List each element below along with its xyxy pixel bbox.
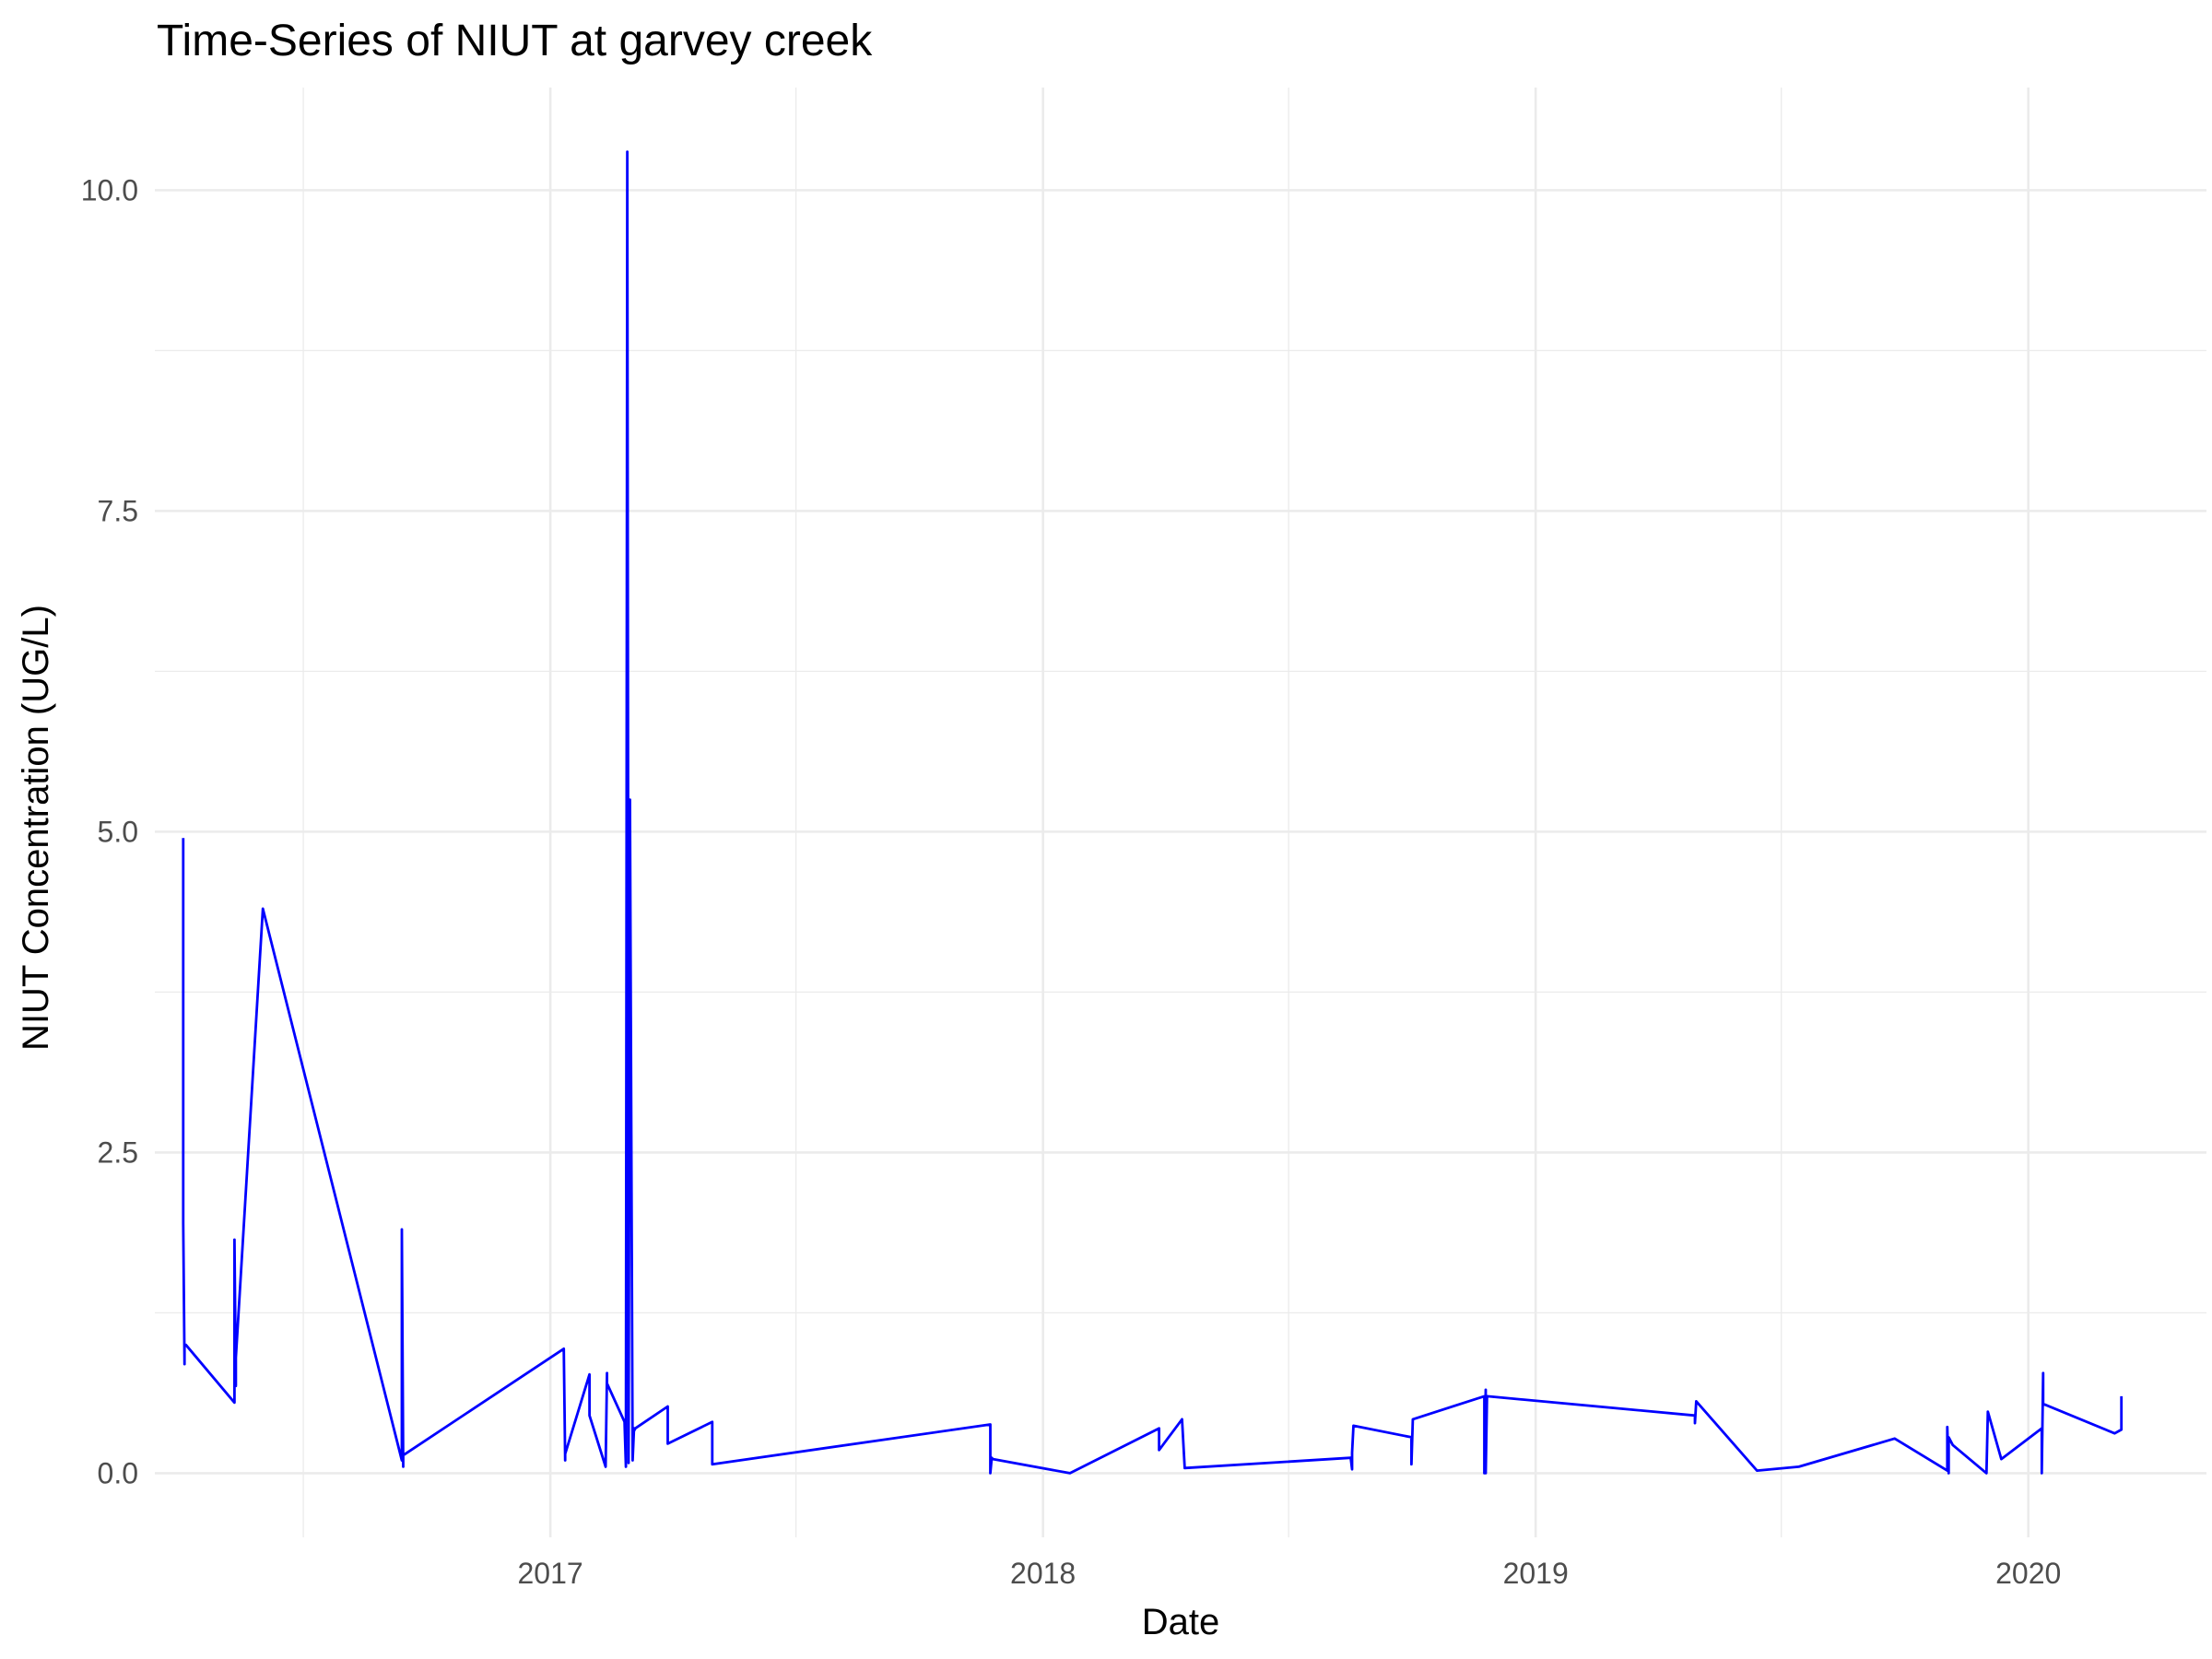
y-tick-label: 2.5 xyxy=(98,1135,138,1169)
minor-gridlines xyxy=(155,88,2206,1537)
series-line xyxy=(182,150,2124,1475)
y-tick-label: 0.0 xyxy=(98,1456,138,1489)
x-axis-title: Date xyxy=(1142,1602,1220,1642)
y-tick-label: 7.5 xyxy=(98,494,138,527)
series-layer xyxy=(182,150,2124,1475)
x-tick-label: 2018 xyxy=(1010,1557,1076,1590)
major-gridlines xyxy=(155,88,2206,1537)
chart-title: Time-Series of NIUT at garvey creek xyxy=(157,17,873,65)
y-axis-tick-labels: 0.0 2.5 5.0 7.5 10.0 xyxy=(81,173,138,1489)
y-tick-label: 10.0 xyxy=(81,173,138,206)
y-axis-title: NIUT Concentration (UG/L) xyxy=(16,605,56,1051)
x-tick-label: 2020 xyxy=(1995,1557,2061,1590)
y-tick-label: 5.0 xyxy=(98,815,138,848)
x-tick-label: 2019 xyxy=(1503,1557,1569,1590)
x-tick-label: 2017 xyxy=(517,1557,582,1590)
x-axis-tick-labels: 2017 2018 2019 2020 xyxy=(517,1557,2061,1590)
